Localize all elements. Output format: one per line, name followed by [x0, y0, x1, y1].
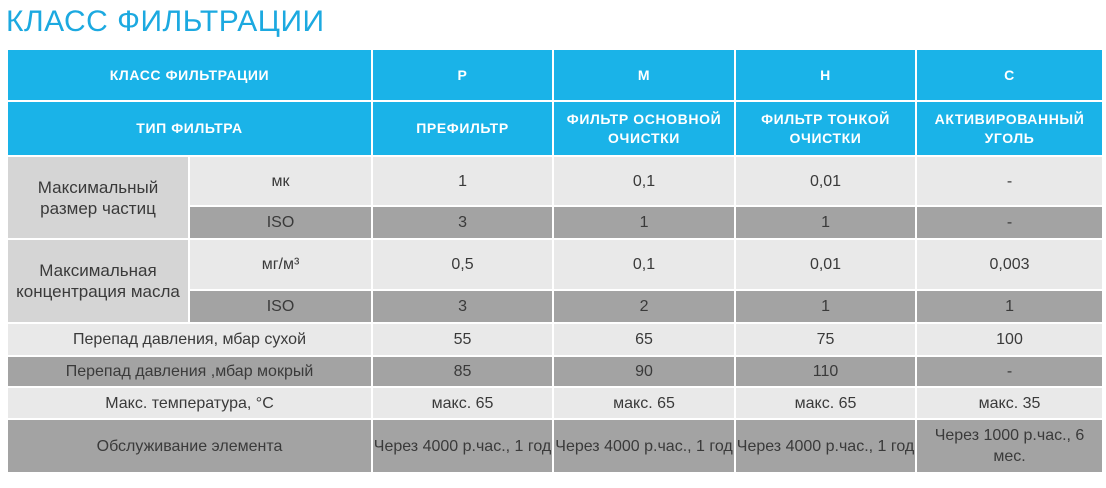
table-cell: 85 — [371, 355, 555, 388]
table-cell: 3 — [371, 205, 555, 240]
table-cell: 110 — [734, 355, 918, 388]
table-cell: 75 — [734, 322, 918, 357]
table-cell: Через 1000 р.час., 6 мес. — [915, 418, 1105, 474]
table-cell: 100 — [915, 322, 1105, 357]
table-cell: - — [915, 355, 1105, 388]
table-cell: - — [915, 205, 1105, 240]
table-cell: макс. 35 — [915, 386, 1105, 420]
header-class-row: КЛАСС ФИЛЬТРАЦИИ P M H C — [5, 48, 1105, 102]
type-label: ТИП ФИЛЬТРА — [5, 100, 374, 157]
unit-label: ISO — [187, 205, 374, 240]
class-h: H — [734, 48, 918, 102]
table-cell: 90 — [552, 355, 737, 388]
table-cell: 3 — [371, 289, 555, 324]
table-cell: 1 — [552, 205, 737, 240]
table-cell: 0,003 — [915, 238, 1105, 291]
type-c: АКТИВИРОВАННЫЙ УГОЛЬ — [915, 100, 1105, 157]
table-cell: 0,5 — [371, 238, 555, 291]
table-cell: 0,1 — [552, 155, 737, 207]
table-cell: макс. 65 — [552, 386, 737, 420]
class-c: C — [915, 48, 1105, 102]
filtration-class-table: КЛАСС ФИЛЬТРАЦИИ P M H C ТИП ФИЛЬТРА ПРЕ… — [5, 48, 1105, 474]
row-label: Макс. температура, °С — [5, 386, 374, 420]
oil-group-label: Максимальная концентрация масла — [6, 238, 190, 324]
table-cell: 0,01 — [734, 238, 918, 291]
page-title: КЛАСС ФИЛЬТРАЦИИ — [6, 5, 325, 38]
table-row: Максимальная концентрация масла мг/м³ 0,… — [6, 238, 1105, 324]
table-row: ISO 3 1 1 - — [7, 205, 1105, 240]
unit-label: мг/м³ — [187, 238, 374, 291]
table-cell: 1 — [371, 155, 555, 207]
table-row: Обслуживание элемента Через 4000 р.час.,… — [5, 418, 1105, 474]
row-label: Перепад давления ,мбар мокрый — [5, 355, 374, 388]
table-cell: 65 — [552, 322, 737, 357]
table-cell: Через 4000 р.час., 1 год — [734, 418, 918, 474]
table-cell: 2 — [552, 289, 737, 324]
row-label: Перепад давления, мбар сухой — [5, 322, 374, 357]
table-cell: 1 — [734, 205, 918, 240]
table-row: Макс. температура, °С макс. 65 макс. 65 … — [5, 386, 1105, 420]
table-cell: макс. 65 — [734, 386, 918, 420]
table-row: Перепад давления ,мбар мокрый 85 90 110 … — [5, 355, 1105, 388]
class-label: КЛАСС ФИЛЬТРАЦИИ — [5, 48, 374, 102]
table-cell: 55 — [371, 322, 555, 357]
type-h: ФИЛЬТР ТОНКОЙ ОЧИСТКИ — [734, 100, 918, 157]
table-row: Максимальный размер частиц мк 1 0,1 0,01… — [6, 155, 1105, 240]
table-cell: 1 — [734, 289, 918, 324]
table-cell: 0,01 — [734, 155, 918, 207]
table-row: Перепад давления, мбар сухой 55 65 75 10… — [5, 322, 1105, 357]
unit-label: ISO — [187, 289, 374, 324]
table-row: ISO 3 2 1 1 — [7, 289, 1105, 324]
table-cell: 0,1 — [552, 238, 737, 291]
type-m: ФИЛЬТР ОСНОВНОЙ ОЧИСТКИ — [552, 100, 737, 157]
class-p: P — [371, 48, 555, 102]
table-cell: - — [915, 155, 1105, 207]
table-cell: Через 4000 р.час., 1 год — [371, 418, 555, 474]
unit-label: мк — [187, 155, 374, 207]
table-cell: макс. 65 — [371, 386, 555, 420]
row-label: Обслуживание элемента — [5, 418, 374, 474]
class-m: M — [552, 48, 737, 102]
table-cell: 1 — [915, 289, 1105, 324]
header-type-row: ТИП ФИЛЬТРА ПРЕФИЛЬТР ФИЛЬТР ОСНОВНОЙ ОЧ… — [5, 100, 1105, 157]
table-cell: Через 4000 р.час., 1 год — [552, 418, 737, 474]
type-p: ПРЕФИЛЬТР — [371, 100, 555, 157]
particles-group-label: Максимальный размер частиц — [6, 155, 190, 240]
